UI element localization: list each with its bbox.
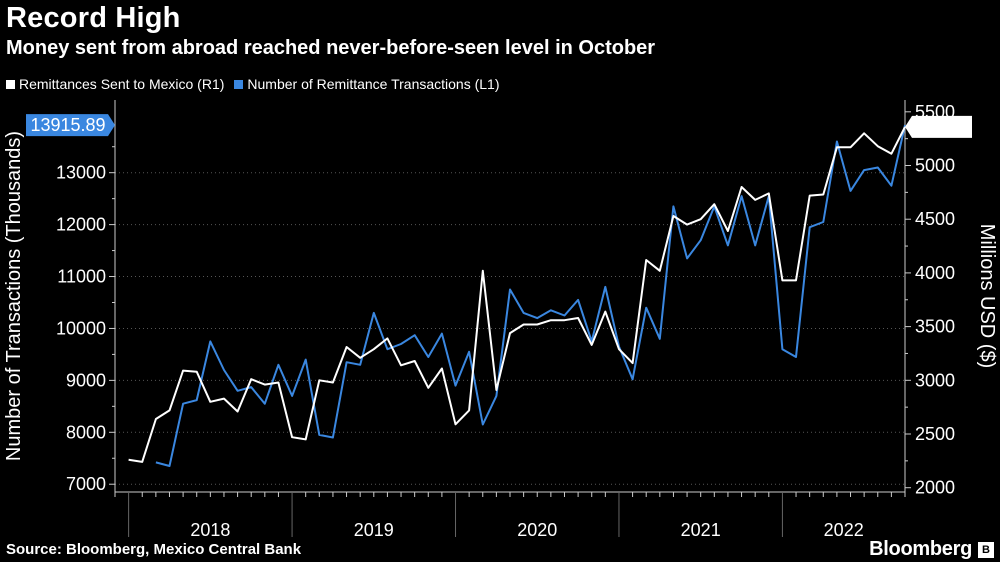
right-axis-tick-label: 5000 [915,156,955,176]
x-axis-tick-label: 2019 [354,520,394,540]
legend: Remittances Sent to Mexico (R1) Number o… [6,76,500,92]
source-note: Source: Bloomberg, Mexico Central Bank [6,541,302,558]
left-axis-tick-label: 12000 [56,215,106,235]
last-value-badge-remittances [905,115,972,138]
x-axis-tick-label: 2020 [517,520,557,540]
right-axis-tick-label: 2500 [915,424,955,444]
last-value-badge-transactions [26,114,115,137]
brand-mark-icon: B [978,542,994,558]
left-axis-tick-label: 11000 [57,267,106,287]
x-axis-tick-label: 2021 [681,520,721,540]
legend-item-remittances: Remittances Sent to Mexico (R1) [6,76,224,92]
last-value-label-remittances: 5359.8 [915,117,970,137]
legend-item-transactions: Number of Remittance Transactions (L1) [234,76,500,92]
legend-swatch-remittances [6,79,15,89]
right-axis-title: Millions USD ($) [976,224,998,368]
left-axis-title: Number of Transactions (Thousands) [3,131,25,461]
x-axis-tick-label: 2018 [190,520,230,540]
chart-subtitle: Money sent from abroad reached never-bef… [6,37,656,59]
last-value-label-transactions: 13915.89 [30,115,105,135]
right-axis-tick-label: 2000 [915,478,955,498]
chart-title: Record High [6,2,181,34]
left-axis-tick-label: 13000 [56,163,106,183]
left-axis-tick-label: 8000 [66,422,106,442]
x-axis-tick-label: 2022 [824,520,864,540]
left-axis-tick-label: 9000 [66,370,106,390]
left-axis-tick-label: 10000 [56,318,106,338]
legend-label-remittances: Remittances Sent to Mexico (R1) [19,76,225,92]
left-axis-tick-label: 7000 [66,474,106,494]
right-axis-tick-label: 3500 [915,317,955,337]
right-axis-tick-label: 4000 [915,263,955,283]
legend-label-transactions: Number of Remittance Transactions (L1) [247,76,500,92]
series-line-transactions [155,124,906,467]
right-axis-tick-label: 4500 [915,209,955,229]
series-line-remittances [128,126,906,463]
brand-logo: Bloomberg [869,538,972,560]
right-axis-tick-label: 3000 [915,370,955,390]
legend-swatch-transactions [234,79,244,89]
